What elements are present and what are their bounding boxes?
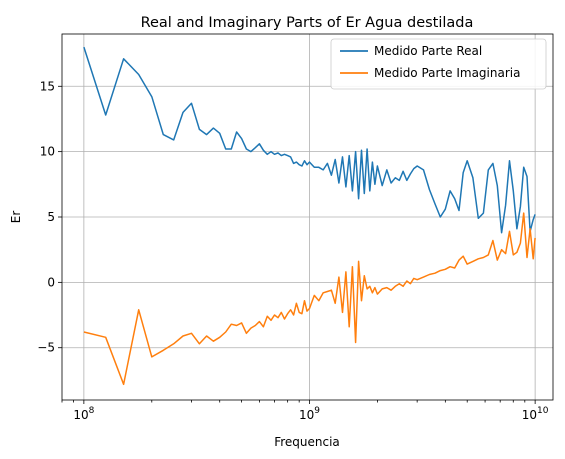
grid <box>62 34 553 400</box>
legend-box <box>330 38 547 90</box>
legend: Medido Parte Real Medido Parte Imaginari… <box>330 38 547 90</box>
chart-title: Real and Imaginary Parts of Er Agua dest… <box>141 15 474 31</box>
y-tick-label: 10 <box>40 145 55 159</box>
legend-label-real: Medido Parte Real <box>374 44 482 58</box>
y-tick-label: −5 <box>37 341 55 355</box>
plot-series <box>83 46 536 386</box>
x-tick-label: 1010 <box>522 406 549 422</box>
x-tick-label: 108 <box>73 406 94 422</box>
series-line-real <box>83 46 536 234</box>
y-tick-label: 5 <box>47 210 55 224</box>
y-tick-label: 15 <box>40 79 55 93</box>
axis-ticks: 108 109 1010 −5 0 5 10 15 <box>37 79 548 422</box>
y-tick-label: 0 <box>47 275 55 289</box>
x-tick-label: 109 <box>299 406 320 422</box>
x-axis-label: Frequencia <box>274 435 340 449</box>
y-axis-label: Er <box>9 211 23 224</box>
legend-label-imaginary: Medido Parte Imaginaria <box>374 66 520 80</box>
series-line-imaginary <box>83 212 536 386</box>
